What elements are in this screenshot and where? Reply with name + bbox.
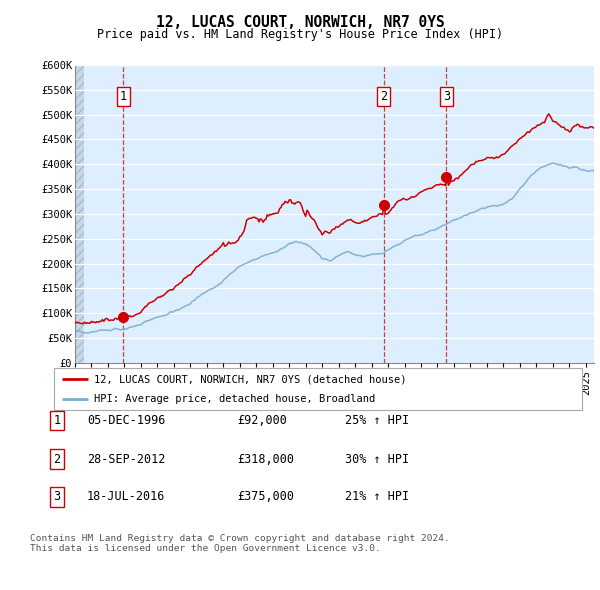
Text: Price paid vs. HM Land Registry's House Price Index (HPI): Price paid vs. HM Land Registry's House … — [97, 28, 503, 41]
Text: 25% ↑ HPI: 25% ↑ HPI — [345, 414, 409, 427]
Text: 30% ↑ HPI: 30% ↑ HPI — [345, 453, 409, 466]
Text: 12, LUCAS COURT, NORWICH, NR7 0YS: 12, LUCAS COURT, NORWICH, NR7 0YS — [155, 15, 445, 30]
Text: £318,000: £318,000 — [237, 453, 294, 466]
Text: 2: 2 — [53, 453, 61, 466]
Text: 21% ↑ HPI: 21% ↑ HPI — [345, 490, 409, 503]
Text: 28-SEP-2012: 28-SEP-2012 — [87, 453, 166, 466]
Text: 2: 2 — [380, 90, 388, 103]
FancyBboxPatch shape — [54, 368, 582, 410]
Text: 05-DEC-1996: 05-DEC-1996 — [87, 414, 166, 427]
Text: 1: 1 — [53, 414, 61, 427]
Text: 3: 3 — [443, 90, 450, 103]
Text: £375,000: £375,000 — [237, 490, 294, 503]
Text: 18-JUL-2016: 18-JUL-2016 — [87, 490, 166, 503]
Text: HPI: Average price, detached house, Broadland: HPI: Average price, detached house, Broa… — [94, 395, 375, 404]
Text: 12, LUCAS COURT, NORWICH, NR7 0YS (detached house): 12, LUCAS COURT, NORWICH, NR7 0YS (detac… — [94, 375, 406, 385]
Text: 3: 3 — [53, 490, 61, 503]
Text: £92,000: £92,000 — [237, 414, 287, 427]
Text: Contains HM Land Registry data © Crown copyright and database right 2024.
This d: Contains HM Land Registry data © Crown c… — [30, 534, 450, 553]
Text: 1: 1 — [119, 90, 127, 103]
Bar — [75, 65, 84, 363]
